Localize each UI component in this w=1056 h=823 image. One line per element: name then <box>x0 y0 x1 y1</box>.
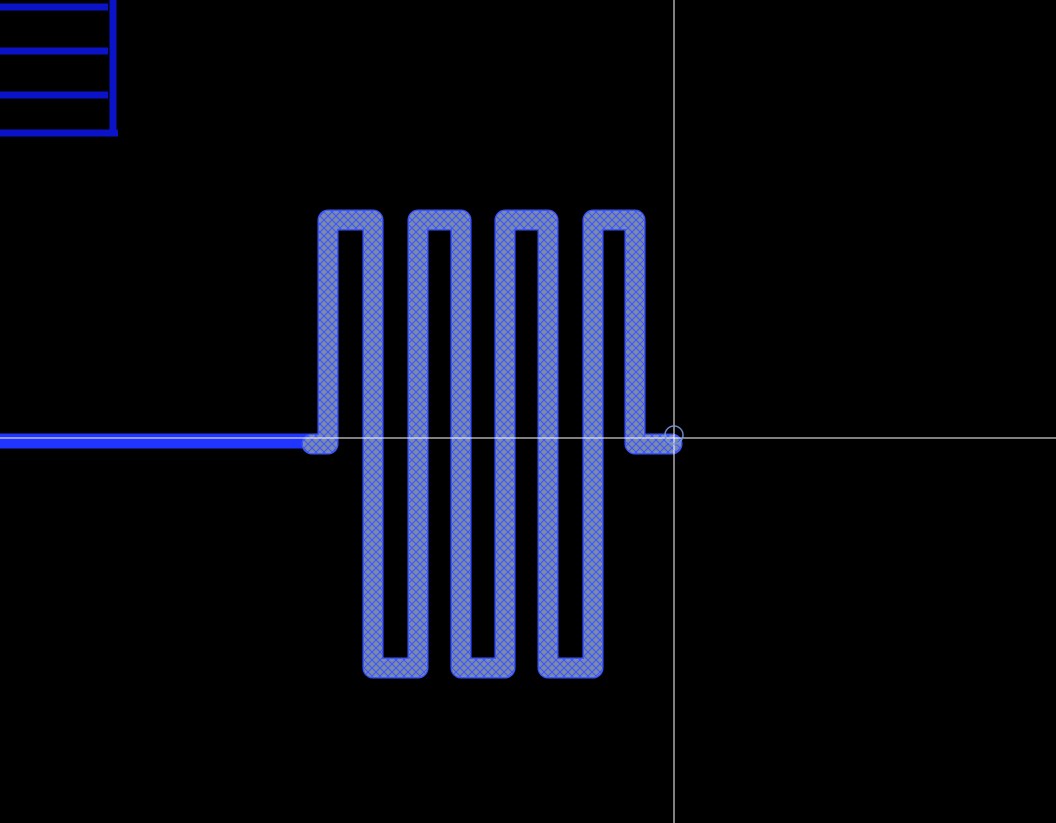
corner-toolpath-group <box>0 0 118 133</box>
drawing-canvas[interactable] <box>0 0 1056 823</box>
serpentine-trace <box>312 220 672 668</box>
serpentine-hatch <box>312 220 672 668</box>
cursor-crosshair <box>0 0 1056 823</box>
cad-viewport[interactable] <box>0 0 1056 823</box>
